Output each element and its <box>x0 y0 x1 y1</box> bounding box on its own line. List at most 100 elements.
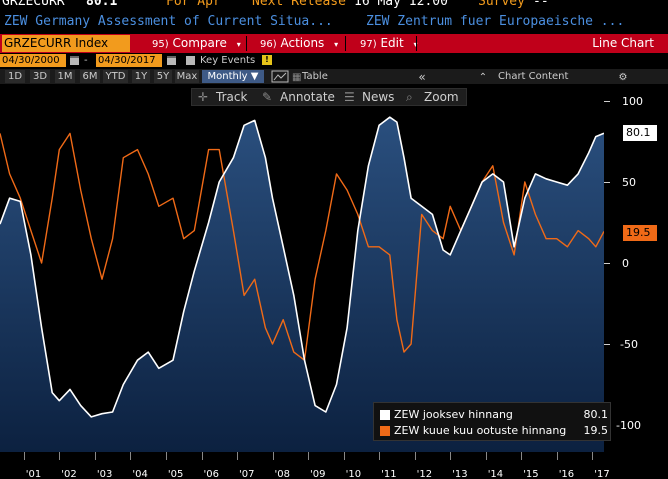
warning-icon: ! <box>262 55 272 65</box>
x-tick-label: '12 <box>416 469 433 479</box>
x-tick-label: '05 <box>167 469 184 479</box>
x-tick-mark <box>94 452 96 460</box>
main-toolbar: GRZECURR Index 95) Compare ▾ 96) Actions… <box>0 34 668 53</box>
start-date-field[interactable]: 04/30/2000 <box>0 54 66 67</box>
y-tick-label: -50 <box>620 338 638 351</box>
period-button[interactable]: Max <box>175 70 199 83</box>
compare-label: Compare <box>172 36 227 50</box>
news-icon: ☰ <box>344 90 355 104</box>
compare-button[interactable]: 95) Compare ▾ <box>152 34 241 53</box>
period-button[interactable]: 6M <box>80 70 100 83</box>
chevron-down-icon: ▼ <box>250 71 259 82</box>
security-header: GRZECURR 80.1 For Apr Next Release 16 Ma… <box>0 0 668 12</box>
compare-caret-icon: ▾ <box>236 40 241 49</box>
series-line[interactable] <box>0 132 604 361</box>
x-tick-label: '06 <box>203 469 219 479</box>
table-button[interactable]: Table <box>302 71 328 82</box>
y-tick-mark <box>604 101 610 102</box>
legend-series-value: 80.1 <box>583 408 609 421</box>
key-events-checkbox[interactable] <box>186 56 195 65</box>
legend-series-name: ZEW jooksev hinnang <box>394 408 513 421</box>
chart-legend[interactable]: ZEW jooksev hinnang 80.1 ZEW kuue kuu oo… <box>373 402 611 441</box>
actions-caret-icon: ▾ <box>334 40 339 49</box>
annotate-button[interactable]: Annotate <box>280 90 335 104</box>
edit-caret-icon: ▾ <box>414 40 418 49</box>
toolbar-divider <box>416 36 417 51</box>
chart-plot-area[interactable] <box>0 85 604 452</box>
legend-swatch <box>380 410 390 420</box>
legend-series-value: 19.5 <box>583 424 609 437</box>
security-field[interactable]: GRZECURR Index <box>2 35 130 52</box>
frequency-label: Monthly <box>207 71 248 82</box>
actions-button[interactable]: 96) Actions ▾ <box>260 34 338 53</box>
period-button[interactable]: YTD <box>103 70 128 83</box>
security-description[interactable]: ZEW Germany Assessment of Current Situa.… <box>4 14 333 29</box>
calendar-icon[interactable] <box>70 56 79 65</box>
track-button[interactable]: Track <box>216 90 248 104</box>
news-button[interactable]: News <box>362 90 395 104</box>
next-release-value: 16 May 12:00 <box>354 0 448 9</box>
chart-type-selector[interactable]: Line Chart <box>592 36 654 50</box>
date-separator: - <box>84 55 88 66</box>
x-tick-label: '08 <box>274 469 290 479</box>
x-axis: '01 '02 '03 '04 '05 '06 '07 '08 '09 '10 '11 '12 '13 '… <box>0 452 668 479</box>
x-tick-label: '03 <box>96 469 113 479</box>
collapse-left-icon[interactable]: « <box>418 70 426 84</box>
x-tick-label: '02 <box>61 469 77 479</box>
period-button[interactable]: 1M <box>55 70 75 83</box>
toolbar-divider <box>246 36 247 51</box>
x-tick-label: '15 <box>523 469 539 479</box>
x-tick-mark <box>379 452 381 460</box>
legend-series-name: ZEW kuue kuu ootuste hinnang <box>394 424 567 437</box>
zoom-button[interactable]: Zoom <box>424 90 459 104</box>
pencil-icon: ✎ <box>262 90 273 104</box>
period-button[interactable]: 1Y <box>132 70 150 83</box>
x-tick-mark <box>485 452 487 460</box>
y-tick-label: -100 <box>616 419 641 432</box>
date-range-row: 04/30/2000 - 04/30/2017 Key Events ! <box>0 54 668 67</box>
edit-number: 97) <box>360 39 377 50</box>
period-button[interactable]: 3D <box>30 70 50 83</box>
x-tick-mark <box>59 452 61 460</box>
x-tick-label: '10 <box>345 469 362 479</box>
actions-label: Actions <box>280 36 325 50</box>
gear-icon[interactable]: ⚙ <box>618 72 628 83</box>
x-tick-mark <box>308 452 309 460</box>
line-chart-icon[interactable] <box>270 70 290 83</box>
calendar-icon[interactable] <box>167 56 176 65</box>
frequency-selector[interactable]: Monthly ▼ <box>202 70 264 83</box>
source-description[interactable]: ZEW Zentrum fuer Europaeische ... <box>366 14 625 29</box>
legend-swatch <box>380 426 390 436</box>
y-tick-label: 100 <box>622 95 643 108</box>
x-tick-mark <box>130 452 132 460</box>
crosshair-icon: ✛ <box>198 90 209 104</box>
chart-canvas <box>0 116 604 452</box>
chart-content-icon: ⌃ <box>478 72 488 83</box>
last-value-tag-current: 80.1 <box>623 125 657 141</box>
table-icon: ▦ <box>292 72 302 83</box>
y-tick-label: 50 <box>622 176 636 189</box>
key-events-label: Key Events <box>200 55 256 66</box>
period-button[interactable]: 1D <box>5 70 25 83</box>
ticker-symbol[interactable]: GRZECURR <box>2 0 65 9</box>
y-axis <box>604 85 668 452</box>
x-tick-mark <box>237 452 238 460</box>
series-line[interactable] <box>0 116 604 418</box>
period-button[interactable]: 5Y <box>154 70 172 83</box>
survey-label: Survey <box>478 0 525 9</box>
x-tick-mark <box>450 452 452 460</box>
x-tick-label: '01 <box>25 469 42 479</box>
end-date-field[interactable]: 04/30/2017 <box>96 54 162 67</box>
x-tick-label: '16 <box>558 469 575 479</box>
toolbar-divider <box>345 36 346 51</box>
x-tick-label: '09 <box>310 469 326 479</box>
chart-content-button[interactable]: Chart Content <box>498 71 569 82</box>
y-tick-mark <box>604 182 610 183</box>
x-tick-mark <box>272 452 274 460</box>
x-tick-label: '13 <box>452 469 468 479</box>
edit-button[interactable]: 97) Edit ▾ <box>360 34 418 53</box>
y-tick-label: 0 <box>622 257 629 270</box>
last-price: 80.1 <box>86 0 118 9</box>
y-tick-mark <box>604 344 610 345</box>
for-period: For Apr <box>166 0 221 9</box>
